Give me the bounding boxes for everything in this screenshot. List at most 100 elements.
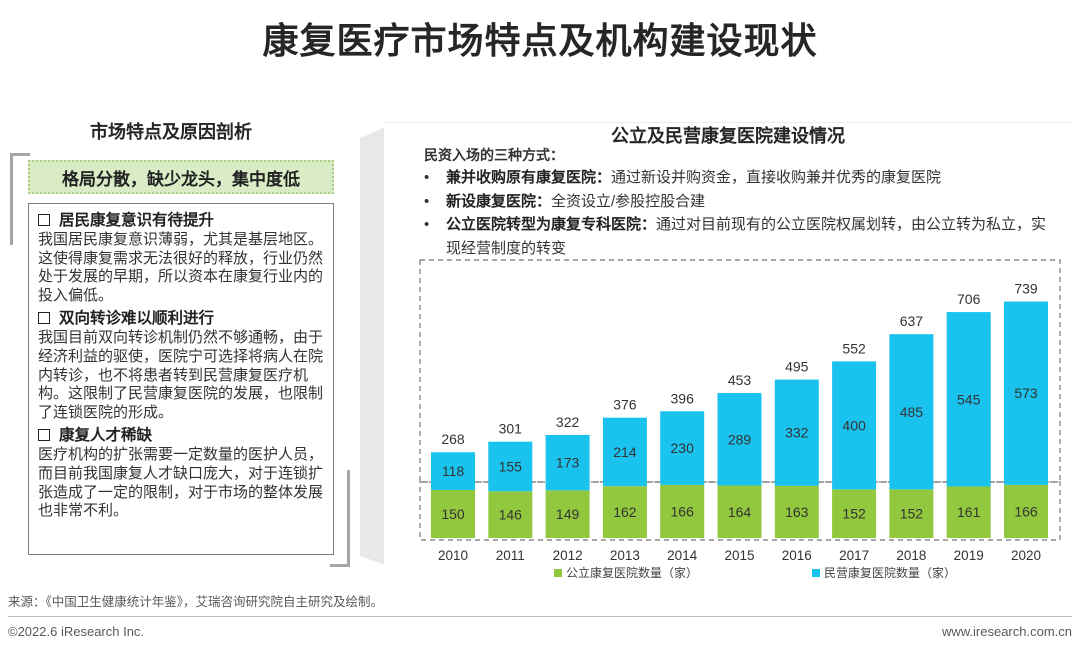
decor-bracket-bottom-right (330, 470, 350, 567)
bar-private (1004, 301, 1048, 485)
entry-methods-list: • 兼并收购原有康复医院：通过新设并购资金，直接收购兼并优秀的康复医院 • 新设… (424, 166, 1054, 260)
data-label-total: 706 (957, 291, 981, 307)
data-label-total: 268 (441, 431, 465, 447)
data-label-public: 149 (556, 506, 580, 522)
bar-private (717, 393, 762, 486)
data-label-total: 739 (1014, 281, 1038, 297)
data-label-private: 573 (1014, 385, 1038, 401)
list-item: • 新设康复医院：全资设立/参股控股合建 (424, 190, 1054, 214)
data-label-public: 166 (671, 503, 695, 519)
checkbox-square-icon (38, 214, 50, 226)
bar-public (774, 485, 819, 538)
data-label-private: 214 (613, 444, 637, 460)
data-label-total: 495 (785, 359, 809, 375)
bar-private (889, 334, 934, 490)
x-tick-label: 2019 (954, 548, 984, 563)
data-label-private: 332 (785, 425, 809, 441)
data-label-public: 164 (728, 504, 752, 520)
list-item-text: 通过对目前现有的公立医院权属划转，由公立转为私立，实现经营制度的转变 (446, 216, 1047, 257)
data-label-private: 230 (671, 440, 695, 456)
copyright: ©2022.6 iResearch Inc. (8, 624, 145, 639)
bar-private (946, 312, 991, 487)
data-label-total: 301 (499, 421, 523, 437)
data-label-public: 163 (785, 504, 809, 520)
legend-swatch-public (554, 569, 562, 577)
bar-public (832, 489, 877, 538)
bar-private (774, 379, 819, 486)
list-item: • 公立医院转型为康复专科医院：通过对目前现有的公立医院权属划转，由公立转为私立… (424, 213, 1054, 260)
bar-public (946, 486, 991, 538)
bar-public (660, 484, 705, 538)
bar-private (545, 434, 590, 491)
list-heading: 民资入场的三种方式： (424, 147, 564, 163)
bar-private (660, 411, 705, 485)
x-tick-label: 2013 (610, 548, 640, 563)
section-title-text: 双向转诊难以顺利进行 (59, 310, 215, 328)
bar-public (889, 489, 934, 538)
x-tick-label: 2014 (667, 548, 698, 563)
key-point-banner: 格局分散，缺少龙头，集中度低 (28, 160, 334, 194)
panel-shadow-decor (360, 126, 388, 566)
bullet-icon: • (424, 216, 430, 233)
website-link[interactable]: www.iresearch.com.cn (941, 624, 1072, 639)
x-tick-label: 2011 (496, 548, 525, 563)
list-item-bold: 兼并收购原有康复医院： (446, 169, 612, 186)
list-item: • 兼并收购原有康复医院：通过新设并购资金，直接收购兼并优秀的康复医院 (424, 166, 1054, 190)
x-tick-label: 2010 (438, 548, 468, 563)
reasons-box: 居民康复意识有待提升 我国居民康复意识薄弱，尤其是基层地区。这使得康复需求无法很… (28, 203, 334, 555)
section-title: 康复人才稀缺 (38, 425, 325, 446)
source-note: 来源：《中国卫生健康统计年鉴》，艾瑞咨询研究院自主研究及绘制。 (8, 595, 384, 609)
bar-public (602, 486, 647, 538)
data-label-private: 155 (499, 458, 523, 474)
x-tick-label: 2020 (1011, 548, 1041, 563)
data-label-total: 637 (900, 313, 924, 329)
data-label-public: 166 (1014, 503, 1038, 519)
data-label-total: 552 (842, 340, 866, 356)
chart-title: 公立及民营康复医院建设情况 (611, 126, 845, 146)
legend-label-private: 民营康复医院数量（家） (824, 565, 956, 580)
left-heading: 市场特点及原因剖析 (90, 122, 252, 142)
bar-public (717, 485, 762, 538)
data-label-total: 376 (613, 397, 637, 413)
bar-private (431, 452, 475, 490)
bar-public (545, 490, 590, 538)
x-tick-label: 2015 (724, 548, 754, 563)
section-title: 双向转诊难以顺利进行 (38, 308, 325, 329)
data-label-public: 162 (613, 504, 637, 520)
data-label-public: 152 (900, 506, 924, 522)
x-tick-label: 2012 (553, 548, 583, 563)
bullet-icon: • (424, 192, 430, 210)
checkbox-square-icon (38, 312, 50, 325)
bar-public (431, 490, 475, 538)
x-tick-label: 2018 (896, 548, 926, 563)
list-item-bold: 新设康复医院： (446, 192, 552, 210)
bar-private (602, 417, 647, 487)
list-item-text: 通过新设并购资金，直接收购兼并优秀的康复医院 (611, 169, 942, 186)
section-body: 我国居民康复意识薄弱，尤其是基层地区。这使得康复需求无法很好的释放，行业仍然处于… (38, 231, 324, 304)
section-body: 我国目前双向转诊机制仍然不够通畅，由于经济利益的驱使，医院宁可选择将病人在院内转… (38, 329, 324, 421)
bar-private (488, 441, 533, 492)
section-title-text: 康复人才稀缺 (59, 427, 153, 445)
list-item-text: 全资设立/参股控股合建 (551, 192, 706, 210)
data-label-public: 150 (441, 506, 465, 522)
data-label-private: 485 (900, 404, 924, 420)
legend-swatch-private (812, 569, 820, 577)
page-title: 康复医疗市场特点及机构建设现状 (262, 20, 818, 61)
section-title-text: 居民康复意识有待提升 (59, 212, 215, 229)
data-label-total: 453 (728, 372, 752, 388)
list-item-bold: 公立医院转型为康复专科医院： (446, 216, 657, 233)
footer-divider (8, 616, 1072, 617)
stacked-bar-chart: 150 118 268 2010 146 155 301 2011 149 173 322 2012 1… (419, 259, 1061, 580)
data-label-public: 161 (957, 504, 981, 520)
data-label-private: 118 (442, 463, 465, 479)
x-tick-label: 2017 (839, 548, 869, 563)
data-label-public: 152 (842, 506, 866, 522)
data-label-total: 396 (671, 390, 695, 406)
data-label-public: 146 (499, 507, 523, 523)
data-label-private: 545 (957, 391, 981, 407)
legend-label-public: 公立康复医院数量（家） (566, 565, 698, 580)
bar-public (488, 491, 533, 538)
data-label-private: 173 (556, 455, 580, 471)
bar-private (832, 361, 877, 490)
section-title: 居民康复意识有待提升 (38, 210, 325, 231)
